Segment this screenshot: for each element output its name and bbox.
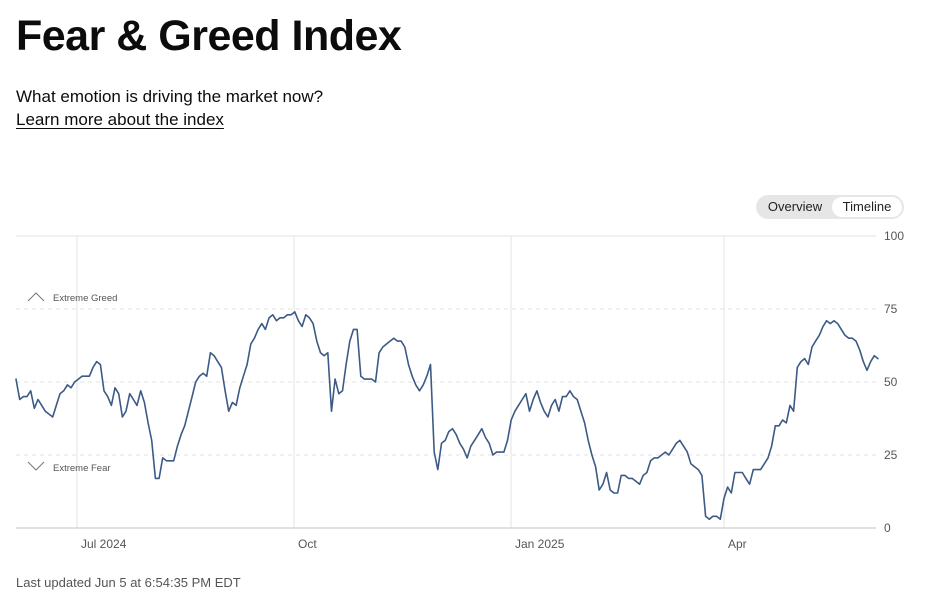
view-toggle: Overview Timeline [756,195,904,219]
learn-more-link[interactable]: Learn more about the index [16,110,224,129]
timeline-tab[interactable]: Timeline [832,197,902,217]
chevron-down-icon [27,461,45,471]
y-tick-label: 25 [884,448,898,462]
x-tick-label: Jul 2024 [81,537,127,551]
series-line [15,311,879,521]
page-subtitle: What emotion is driving the market now? [16,87,324,106]
chevron-up-icon [27,292,45,302]
y-tick-label: 100 [884,229,904,243]
overview-tab[interactable]: Overview [758,197,832,217]
page-title: Fear & Greed Index [16,12,402,60]
last-updated-text: Last updated Jun 5 at 6:54:35 PM EDT [16,575,241,590]
fear-greed-timeline-chart: 0 25 50 75 100 Jul 2024 Oct Jan 2025 Apr Extreme … [15,229,904,551]
extreme-greed-label: Extreme Greed [53,293,117,304]
x-tick-label: Apr [728,537,747,551]
extreme-fear-label: Extreme Fear [53,463,111,474]
y-tick-label: 50 [884,375,898,389]
x-tick-label: Jan 2025 [515,537,565,551]
y-tick-label: 0 [884,521,891,535]
y-tick-label: 75 [884,302,898,316]
x-tick-label: Oct [298,537,317,551]
chart-container: 0 25 50 75 100 Jul 2024 Oct Jan 2025 Apr Extreme … [0,225,929,555]
